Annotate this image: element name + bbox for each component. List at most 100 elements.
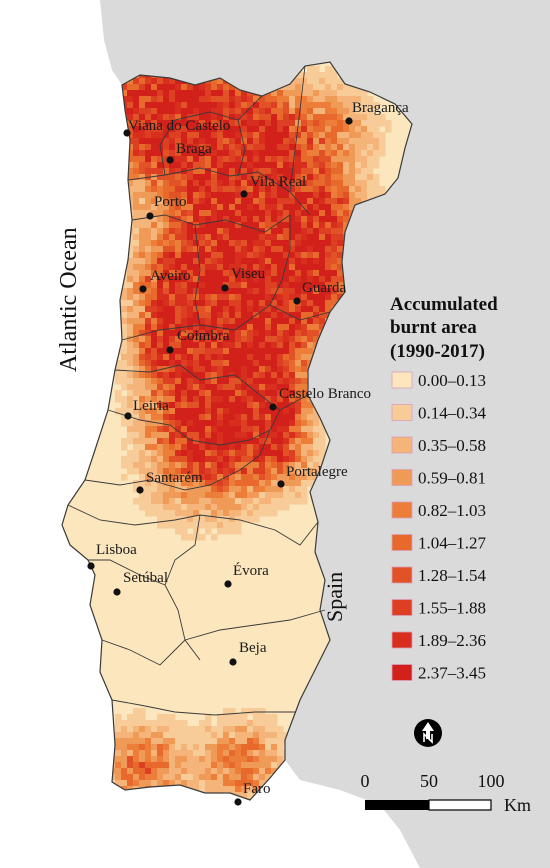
burnt-area-cell [235, 156, 242, 163]
burnt-area-cell [139, 198, 146, 205]
burnt-area-cell [217, 420, 224, 427]
burnt-area-cell [337, 288, 344, 295]
burnt-area-cell [133, 714, 140, 721]
burnt-area-cell [133, 348, 140, 355]
burnt-area-cell [265, 414, 272, 421]
burnt-area-cell [277, 732, 284, 739]
burnt-area-cell [289, 120, 296, 127]
burnt-area-cell [91, 780, 98, 787]
burnt-area-cell [259, 762, 266, 769]
burnt-area-cell [205, 312, 212, 319]
burnt-area-cell [139, 210, 146, 217]
burnt-area-cell [133, 306, 140, 313]
burnt-area-cell [163, 408, 170, 415]
burnt-area-cell [199, 234, 206, 241]
burnt-area-cell [379, 150, 386, 157]
burnt-area-cell [277, 162, 284, 169]
burnt-area-cell [139, 84, 146, 91]
district-boundary [164, 514, 201, 586]
burnt-area-cell [331, 72, 338, 79]
burnt-area-cell [241, 468, 248, 475]
burnt-area-cell [247, 186, 254, 193]
burnt-area-cell [139, 738, 146, 745]
burnt-area-cell [139, 426, 146, 433]
burnt-area-cell [181, 396, 188, 403]
city-dot [229, 658, 237, 666]
burnt-area-cell [163, 474, 170, 481]
burnt-area-cell [163, 150, 170, 157]
burnt-area-cell [91, 150, 98, 157]
burnt-area-cell [349, 90, 356, 97]
burnt-area-cell [133, 150, 140, 157]
burnt-area-cell [199, 462, 206, 469]
burnt-area-cell [127, 408, 134, 415]
burnt-area-cell [133, 210, 140, 217]
burnt-area-cell [199, 480, 206, 487]
burnt-area-cell [277, 246, 284, 253]
burnt-area-cell [103, 84, 110, 91]
burnt-area-cell [163, 270, 170, 277]
burnt-area-cell [283, 342, 290, 349]
burnt-area-cell [313, 150, 320, 157]
burnt-area-cell [301, 342, 308, 349]
burnt-area-cell [193, 240, 200, 247]
burnt-area-cell [199, 102, 206, 109]
burnt-area-cell [169, 510, 176, 517]
city-marker: Braga [166, 141, 212, 164]
burnt-area-cell [199, 198, 206, 205]
burnt-area-cell [289, 204, 296, 211]
burnt-area-cell [223, 318, 230, 325]
burnt-area-cell [199, 306, 206, 313]
burnt-area-cell [187, 468, 194, 475]
burnt-area-cell [139, 786, 146, 793]
burnt-area-cell [109, 354, 116, 361]
burnt-area-cell [175, 414, 182, 421]
burnt-area-cell [217, 330, 224, 337]
burnt-area-cell [205, 234, 212, 241]
burnt-area-cell [199, 414, 206, 421]
burnt-area-cell [313, 168, 320, 175]
burnt-area-cell [187, 132, 194, 139]
burnt-area-cell [349, 168, 356, 175]
burnt-area-cell [229, 198, 236, 205]
burnt-area-cell [295, 360, 302, 367]
burnt-area-cell [121, 150, 128, 157]
burnt-area-cell [337, 264, 344, 271]
burnt-area-cell [235, 270, 242, 277]
burnt-area-cell [115, 750, 122, 757]
burnt-area-cell [223, 372, 230, 379]
burnt-area-cell [217, 390, 224, 397]
burnt-area-cell [247, 444, 254, 451]
burnt-area-cell [325, 168, 332, 175]
legend-label: 1.28–1.54 [418, 566, 487, 585]
burnt-area-cell [229, 102, 236, 109]
burnt-area-cell [289, 174, 296, 181]
burnt-area-cell [103, 102, 110, 109]
burnt-area-cell [223, 126, 230, 133]
burnt-area-cell [157, 138, 164, 145]
burnt-area-cell [157, 210, 164, 217]
burnt-area-cell [301, 150, 308, 157]
burnt-area-cell [127, 132, 134, 139]
burnt-area-cell [349, 198, 356, 205]
burnt-area-cell [265, 198, 272, 205]
legend-label: 1.55–1.88 [418, 599, 486, 618]
burnt-area-cell [145, 720, 152, 727]
burnt-area-cell [367, 150, 374, 157]
burnt-area-cell [199, 510, 206, 517]
burnt-area-cell [103, 132, 110, 139]
burnt-area-cell [175, 240, 182, 247]
burnt-area-cell [247, 726, 254, 733]
burnt-area-cell [253, 516, 260, 523]
burnt-area-cell [103, 192, 110, 199]
burnt-area-cell [133, 198, 140, 205]
burnt-area-cell [163, 144, 170, 151]
burnt-area-cell [223, 426, 230, 433]
burnt-area-cell [145, 162, 152, 169]
burnt-area-cell [133, 708, 140, 715]
burnt-area-cell [181, 474, 188, 481]
burnt-area-cell [181, 144, 188, 151]
city-label: Porto [154, 194, 187, 210]
burnt-area-cell [259, 306, 266, 313]
burnt-area-cell [175, 462, 182, 469]
